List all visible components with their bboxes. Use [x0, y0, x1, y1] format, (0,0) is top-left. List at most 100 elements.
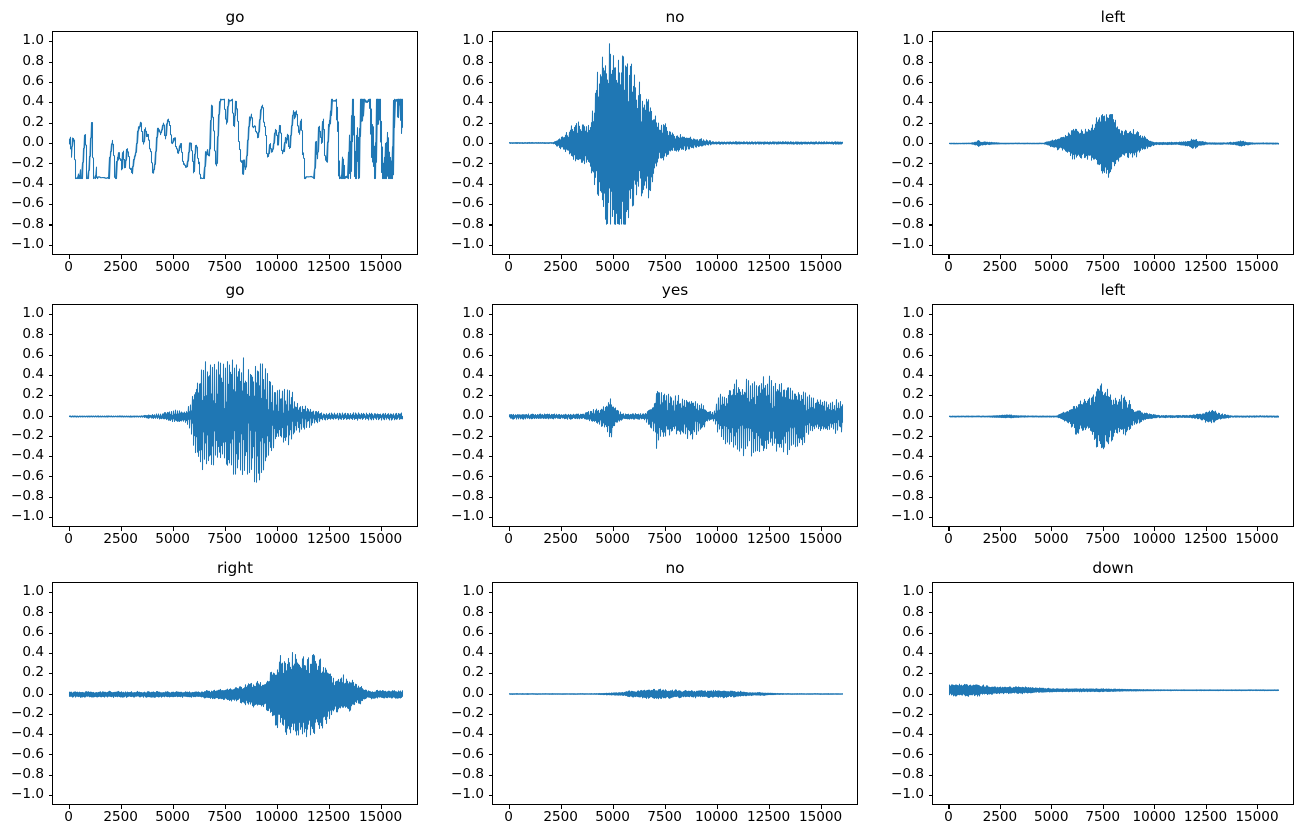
y-tick-label: −1.0 [10, 236, 44, 253]
y-tick-mark [928, 456, 932, 458]
x-tick-label: 7500 [1085, 809, 1120, 825]
y-tick-label: −0.4 [10, 725, 44, 742]
x-tick-mark [172, 255, 174, 259]
x-tick-label: 7500 [647, 531, 682, 547]
y-tick-mark [928, 415, 932, 417]
y-tick-label: 0.4 [22, 93, 44, 110]
subplot-title: no [665, 8, 685, 26]
y-tick-label: 1.0 [22, 32, 44, 49]
y-tick-mark [488, 435, 492, 437]
y-tick-label: 0.6 [462, 345, 484, 362]
x-tick-mark [276, 255, 278, 259]
x-tick-mark [716, 255, 718, 259]
y-tick-label: −0.2 [10, 154, 44, 171]
x-tick-label: 2500 [543, 809, 578, 825]
axes-frame [492, 304, 858, 527]
y-tick-label: −0.2 [890, 426, 924, 443]
y-tick-label: 0.0 [902, 134, 924, 151]
x-tick-mark [1205, 805, 1207, 809]
y-tick-mark [48, 224, 52, 226]
x-tick-mark [328, 805, 330, 809]
y-tick-mark [488, 415, 492, 417]
y-tick-label: 0.4 [462, 366, 484, 383]
waveform-plot [53, 583, 417, 804]
y-tick-mark [488, 592, 492, 594]
y-tick-mark [488, 183, 492, 185]
y-tick-mark [928, 163, 932, 165]
y-tick-label: 0.2 [462, 386, 484, 403]
y-tick-label: 0.8 [902, 52, 924, 69]
y-tick-mark [48, 122, 52, 124]
x-tick-label: 2500 [103, 531, 138, 547]
waveform-plot [493, 583, 857, 804]
y-tick-label: −0.2 [450, 426, 484, 443]
y-tick-label: 0.6 [22, 73, 44, 90]
x-tick-mark [1102, 527, 1104, 531]
x-tick-mark [768, 805, 770, 809]
x-tick-mark [328, 527, 330, 531]
axes-frame [932, 582, 1294, 805]
x-tick-mark [560, 255, 562, 259]
y-tick-mark [48, 612, 52, 614]
x-tick-label: 15000 [1235, 531, 1279, 547]
y-tick-label: 0.0 [22, 684, 44, 701]
y-tick-mark [928, 354, 932, 356]
x-tick-label: 15000 [1235, 809, 1279, 825]
y-tick-mark [928, 61, 932, 63]
x-tick-label: 7500 [647, 809, 682, 825]
y-tick-mark [488, 734, 492, 736]
y-tick-mark [928, 395, 932, 397]
y-tick-label: −1.0 [890, 236, 924, 253]
x-tick-mark [172, 805, 174, 809]
axes-frame [52, 304, 418, 527]
y-tick-label: 0.4 [902, 93, 924, 110]
y-tick-mark [928, 183, 932, 185]
y-tick-label: −1.0 [450, 508, 484, 525]
subplot-title: go [225, 8, 245, 26]
y-tick-mark [488, 41, 492, 43]
x-tick-label: 12500 [746, 531, 791, 547]
x-tick-mark [560, 805, 562, 809]
y-tick-mark [928, 652, 932, 654]
x-tick-label: 10000 [694, 809, 739, 825]
waveform-plot [493, 32, 857, 254]
y-tick-mark [48, 334, 52, 336]
y-tick-mark [48, 774, 52, 776]
x-tick-label: 2500 [103, 809, 138, 825]
y-tick-mark [488, 354, 492, 356]
y-tick-mark [48, 496, 52, 498]
y-tick-mark [928, 334, 932, 336]
y-tick-mark [48, 673, 52, 675]
y-tick-mark [928, 476, 932, 478]
x-tick-mark [380, 805, 382, 809]
y-tick-mark [48, 204, 52, 206]
y-tick-mark [928, 81, 932, 83]
x-tick-mark [1205, 527, 1207, 531]
y-tick-label: −0.4 [890, 725, 924, 742]
y-tick-label: −0.6 [10, 195, 44, 212]
x-tick-label: 0 [64, 259, 73, 275]
y-tick-label: 1.0 [902, 583, 924, 600]
y-tick-mark [928, 143, 932, 145]
y-tick-mark [48, 794, 52, 796]
y-tick-mark [928, 794, 932, 796]
x-tick-mark [612, 527, 614, 531]
y-tick-mark [488, 314, 492, 316]
y-tick-label: 0.6 [902, 623, 924, 640]
x-tick-mark [380, 255, 382, 259]
y-tick-mark [488, 754, 492, 756]
x-tick-mark [664, 255, 666, 259]
x-tick-mark [999, 255, 1001, 259]
y-tick-mark [48, 415, 52, 417]
x-tick-label: 5000 [1033, 259, 1069, 275]
x-tick-mark [120, 255, 122, 259]
y-tick-label: 0.8 [462, 603, 484, 620]
y-tick-label: −1.0 [10, 786, 44, 803]
y-tick-label: 0.6 [22, 345, 44, 362]
y-tick-label: 1.0 [902, 305, 924, 322]
y-tick-mark [48, 163, 52, 165]
y-tick-label: −0.4 [450, 725, 484, 742]
y-tick-mark [48, 516, 52, 518]
x-tick-label: 0 [504, 531, 513, 547]
x-tick-label: 15000 [798, 809, 843, 825]
